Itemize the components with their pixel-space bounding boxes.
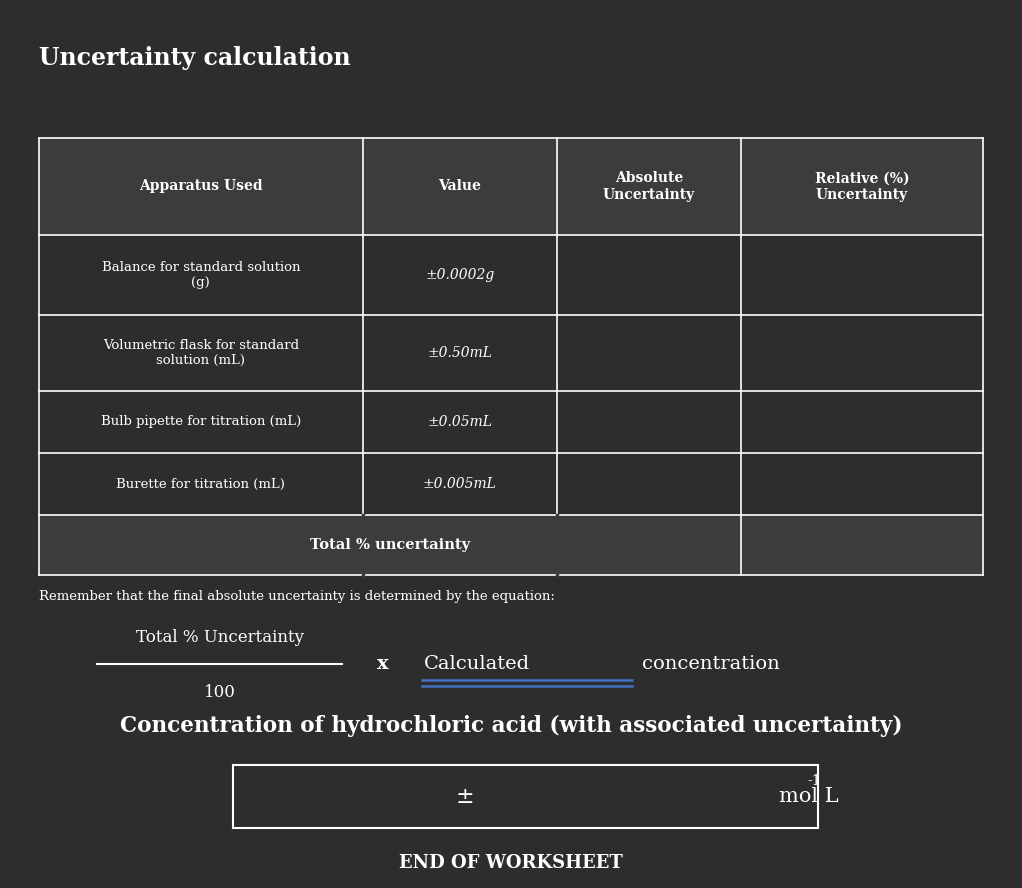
Text: ±0.0002g: ±0.0002g bbox=[425, 268, 495, 282]
Text: Balance for standard solution
(g): Balance for standard solution (g) bbox=[101, 261, 300, 289]
Text: Calculated: Calculated bbox=[424, 655, 530, 673]
Text: Apparatus Used: Apparatus Used bbox=[139, 179, 263, 194]
Text: Concentration of hydrochloric acid (with associated uncertainty): Concentration of hydrochloric acid (with… bbox=[120, 716, 902, 737]
Text: ±0.50mL: ±0.50mL bbox=[427, 346, 493, 360]
Text: Absolute
Uncertainty: Absolute Uncertainty bbox=[603, 171, 695, 202]
Text: mol L: mol L bbox=[779, 787, 838, 806]
Text: ±: ± bbox=[456, 786, 474, 807]
Bar bbox=[39, 315, 983, 391]
Text: -1: -1 bbox=[807, 773, 821, 788]
Text: ±0.05mL: ±0.05mL bbox=[427, 415, 493, 429]
Text: Total % Uncertainty: Total % Uncertainty bbox=[136, 630, 304, 646]
Bar bbox=[39, 138, 983, 235]
Text: concentration: concentration bbox=[642, 655, 780, 673]
Bar bbox=[39, 515, 983, 575]
Text: Total % uncertainty: Total % uncertainty bbox=[310, 538, 470, 552]
Text: ±0.005mL: ±0.005mL bbox=[423, 477, 497, 491]
Text: Volumetric flask for standard
solution (mL): Volumetric flask for standard solution (… bbox=[103, 339, 298, 367]
Text: Value: Value bbox=[438, 179, 481, 194]
Text: Burette for titration (mL): Burette for titration (mL) bbox=[117, 478, 285, 490]
Text: Bulb pipette for titration (mL): Bulb pipette for titration (mL) bbox=[101, 416, 300, 428]
Bar bbox=[233, 765, 818, 828]
Bar bbox=[39, 453, 983, 515]
Text: 100: 100 bbox=[203, 684, 236, 701]
Text: Remember that the final absolute uncertainty is determined by the equation:: Remember that the final absolute uncerta… bbox=[39, 591, 555, 603]
Text: Relative (%)
Uncertainty: Relative (%) Uncertainty bbox=[815, 171, 910, 202]
Text: Uncertainty calculation: Uncertainty calculation bbox=[39, 45, 351, 70]
Text: x: x bbox=[377, 655, 389, 673]
Bar bbox=[39, 391, 983, 453]
Bar bbox=[39, 235, 983, 315]
Text: END OF WORKSHEET: END OF WORKSHEET bbox=[400, 854, 622, 872]
